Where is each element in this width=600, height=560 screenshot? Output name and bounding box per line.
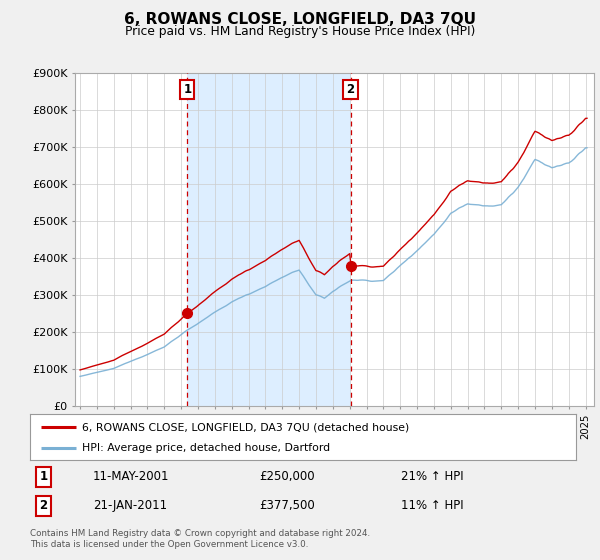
Text: Price paid vs. HM Land Registry's House Price Index (HPI): Price paid vs. HM Land Registry's House … [125,25,475,38]
Text: 11% ↑ HPI: 11% ↑ HPI [401,500,464,512]
Text: HPI: Average price, detached house, Dartford: HPI: Average price, detached house, Dart… [82,444,330,454]
Text: £250,000: £250,000 [259,470,315,483]
Text: 2: 2 [346,83,355,96]
Text: Contains HM Land Registry data © Crown copyright and database right 2024.
This d: Contains HM Land Registry data © Crown c… [30,529,370,549]
Text: 21-JAN-2011: 21-JAN-2011 [93,500,167,512]
Text: 21% ↑ HPI: 21% ↑ HPI [401,470,464,483]
Text: 2: 2 [40,500,48,512]
Bar [187,73,350,406]
Text: 6, ROWANS CLOSE, LONGFIELD, DA3 7QU (detached house): 6, ROWANS CLOSE, LONGFIELD, DA3 7QU (det… [82,422,409,432]
Text: 1: 1 [184,83,191,96]
Text: £377,500: £377,500 [259,500,315,512]
Text: 1: 1 [40,470,48,483]
Text: 11-MAY-2001: 11-MAY-2001 [93,470,169,483]
Text: 6, ROWANS CLOSE, LONGFIELD, DA3 7QU: 6, ROWANS CLOSE, LONGFIELD, DA3 7QU [124,12,476,27]
